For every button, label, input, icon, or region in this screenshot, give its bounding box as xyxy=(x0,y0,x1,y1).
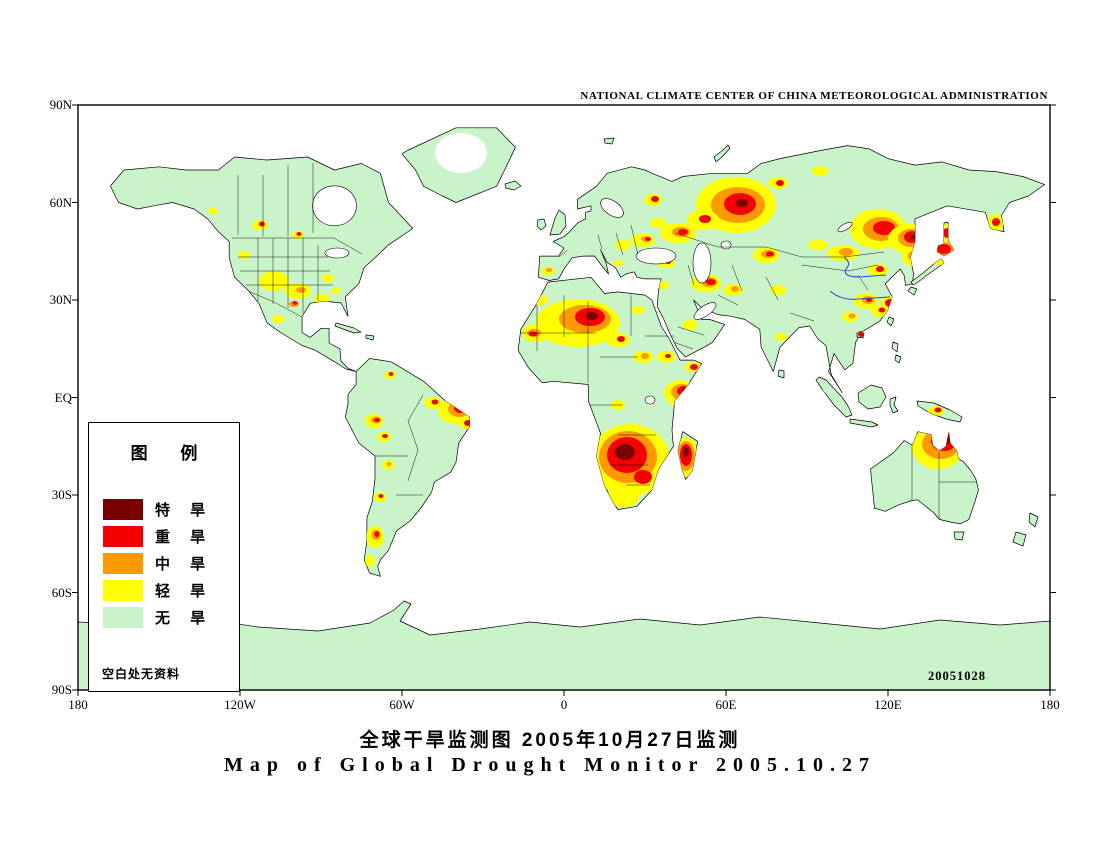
caption-en: Map of Global Drought Monitor 2005.10.27 xyxy=(223,754,877,776)
legend-swatch xyxy=(103,526,143,547)
rivers-china xyxy=(829,256,891,300)
date-stamp: 20051028 xyxy=(928,669,986,683)
lakes-layer xyxy=(312,133,853,405)
legend-label: 特 旱 xyxy=(155,502,214,519)
legend-item: 中 旱 xyxy=(103,550,239,577)
legend-item: 轻 旱 xyxy=(103,577,239,604)
legend-item: 无 旱 xyxy=(103,604,239,631)
lat-label: 90N xyxy=(49,97,72,112)
legend-label: 中 旱 xyxy=(155,556,214,573)
country-borders xyxy=(232,163,977,522)
caption-cn: 全球干旱监测图 2005年10月27日监测 xyxy=(359,730,741,751)
legend-label: 无 旱 xyxy=(155,610,214,627)
legend-swatch xyxy=(103,607,143,628)
lat-label: 90S xyxy=(51,682,72,697)
lon-label: 120W xyxy=(224,697,256,712)
map-legend: 图 例 特 旱 重 旱 中 旱 轻 旱 无 旱 空白处无资料 xyxy=(88,422,240,692)
lon-label: 180 xyxy=(68,697,88,712)
legend-item: 重 旱 xyxy=(103,523,239,550)
lon-label: 60W xyxy=(389,697,415,712)
lat-label: 30N xyxy=(49,292,72,307)
lat-label: 30S xyxy=(51,487,72,502)
legend-note: 空白处无资料 xyxy=(102,667,181,681)
legend-swatch xyxy=(103,553,143,574)
lon-label: 180 xyxy=(1040,697,1060,712)
world-drought-map xyxy=(72,104,1056,696)
legend-swatch xyxy=(103,499,143,520)
legend-swatch xyxy=(103,580,143,601)
legend-item: 特 旱 xyxy=(103,496,239,523)
legend-title: 图 例 xyxy=(130,444,212,463)
agency-title-en: NATIONAL CLIMATE CENTER OF CHINA METEORO… xyxy=(580,90,1048,102)
lat-label: 60N xyxy=(49,194,72,210)
lat-label: EQ xyxy=(54,389,72,405)
lon-label: 120E xyxy=(874,697,902,712)
legend-label: 轻 旱 xyxy=(155,583,214,600)
legend-items: 特 旱 重 旱 中 旱 轻 旱 无 旱 xyxy=(103,496,239,631)
legend-label: 重 旱 xyxy=(155,529,214,546)
axis-ticks xyxy=(72,104,1056,696)
lat-label: 60S xyxy=(51,584,72,600)
lon-label: 0 xyxy=(560,697,568,712)
lon-label: 60E xyxy=(715,697,737,712)
